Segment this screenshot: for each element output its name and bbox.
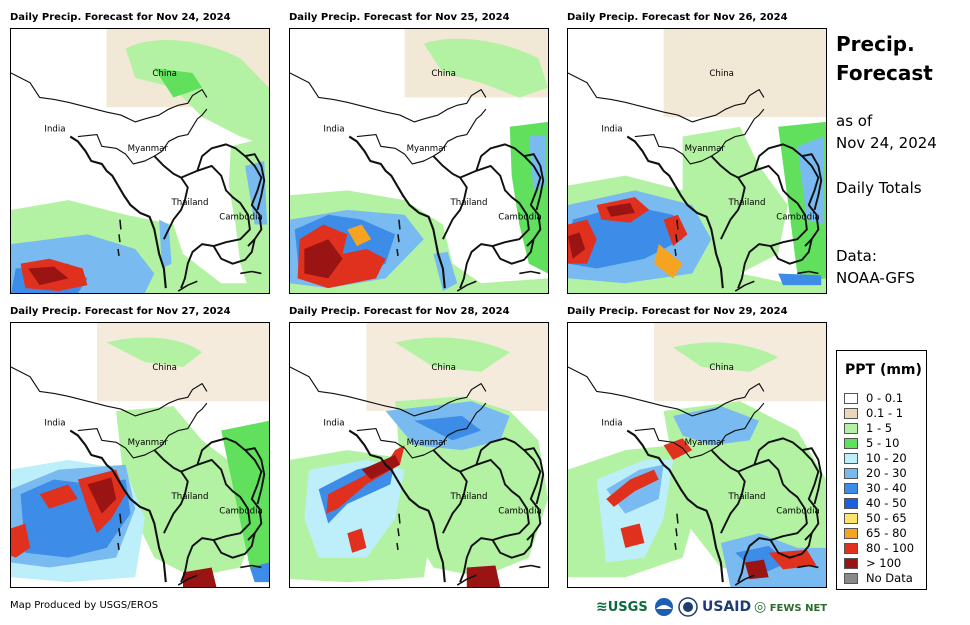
label-cambodia: Cambodia [219,213,262,223]
totals-label: Daily Totals [836,179,922,197]
precip-map: China India Myanmar Thailand Cambodia [289,322,549,588]
legend-swatch [844,528,858,539]
legend-title: PPT (mm) [845,362,922,378]
label-china: China [709,363,734,373]
label-thailand: Thailand [450,492,488,502]
precip-map: China India Myanmar Thailand Cambodia [10,322,270,588]
legend-swatch [844,438,858,449]
label-china: China [152,363,177,373]
side-title-line2: Forecast [836,61,933,85]
legend-swatch [844,573,858,584]
label-china: China [709,69,734,79]
legend-label: > 100 [866,556,902,570]
legend-swatch [844,393,858,404]
legend-label: 40 - 50 [866,496,907,510]
precip-map: China India Myanmar Thailand Cambodia [10,28,270,294]
legend-swatch [844,468,858,479]
as-of-block: as of Nov 24, 2024 [836,110,937,154]
label-myanmar: Myanmar [128,438,169,448]
legend-label: No Data [866,571,913,585]
side-title: Precip. Forecast [836,30,933,88]
label-myanmar: Myanmar [407,438,448,448]
panel-title: Daily Precip. Forecast for Nov 24, 2024 [10,12,231,23]
label-myanmar: Myanmar [128,144,169,154]
legend-label: 1 - 5 [866,421,893,435]
legend-swatch [844,483,858,494]
legend-label: 5 - 10 [866,436,900,450]
legend-label: 10 - 20 [866,451,907,465]
panel-title: Daily Precip. Forecast for Nov 26, 2024 [567,12,788,23]
label-cambodia: Cambodia [498,213,541,223]
noaa-icon [655,598,673,616]
state-seal-logo [678,596,698,618]
data-label: Data: [836,247,877,265]
label-myanmar: Myanmar [407,144,448,154]
legend-label: 20 - 30 [866,466,907,480]
legend-label: 30 - 40 [866,481,907,495]
label-india: India [601,419,622,429]
label-thailand: Thailand [728,492,766,502]
legend-label: 65 - 80 [866,526,907,540]
legend-swatch [844,558,858,569]
precip-map: China India Myanmar Thailand Cambodia [567,322,827,588]
label-thailand: Thailand [450,198,488,208]
fewsnet-logo: ◎ FEWS NET [754,599,828,615]
usaid-logo: USAID [702,599,752,615]
label-cambodia: Cambodia [776,507,819,517]
precip-map: China India Myanmar Thailand Cambodia [567,28,827,294]
usgs-wave-icon: ≋ [596,599,608,615]
as-of-label: as of [836,112,873,130]
label-india: India [44,419,65,429]
label-myanmar: Myanmar [685,438,726,448]
panel-title: Daily Precip. Forecast for Nov 28, 2024 [289,306,510,317]
label-india: India [44,125,65,135]
legend-swatch [844,453,858,464]
precip-map: China India Myanmar Thailand Cambodia [289,28,549,294]
label-china: China [431,69,456,79]
label-cambodia: Cambodia [498,507,541,517]
label-thailand: Thailand [171,198,209,208]
fewsnet-globe-icon: ◎ [754,599,767,615]
map-credit: Map Produced by USGS/EROS [10,600,159,611]
data-source-block: Data: NOAA-GFS [836,245,915,289]
as-of-date: Nov 24, 2024 [836,134,937,152]
legend-swatch [844,408,858,419]
label-india: India [323,125,344,135]
label-cambodia: Cambodia [776,213,819,223]
label-myanmar: Myanmar [685,144,726,154]
label-thailand: Thailand [171,492,209,502]
side-title-line1: Precip. [836,32,915,56]
legend-swatch [844,498,858,509]
label-thailand: Thailand [728,198,766,208]
label-china: China [152,69,177,79]
legend-label: 0 - 0.1 [866,391,904,405]
legend-label: 50 - 65 [866,511,907,525]
legend-swatch [844,513,858,524]
panel-title: Daily Precip. Forecast for Nov 25, 2024 [289,12,510,23]
label-india: India [323,419,344,429]
label-cambodia: Cambodia [219,507,262,517]
legend-label: 0.1 - 1 [866,406,904,420]
legend-swatch [844,543,858,554]
legend-label: 80 - 100 [866,541,915,555]
seal-icon [678,597,698,617]
panel-title: Daily Precip. Forecast for Nov 27, 2024 [10,306,231,317]
panel-title: Daily Precip. Forecast for Nov 29, 2024 [567,306,788,317]
label-india: India [601,125,622,135]
usgs-logo: ≋USGS [596,599,648,615]
label-china: China [431,363,456,373]
agency-logos: ≋USGS USAID ◎ FEWS NET [596,596,828,620]
data-source: NOAA-GFS [836,269,915,287]
legend-swatch [844,423,858,434]
noaa-logo [654,596,674,618]
